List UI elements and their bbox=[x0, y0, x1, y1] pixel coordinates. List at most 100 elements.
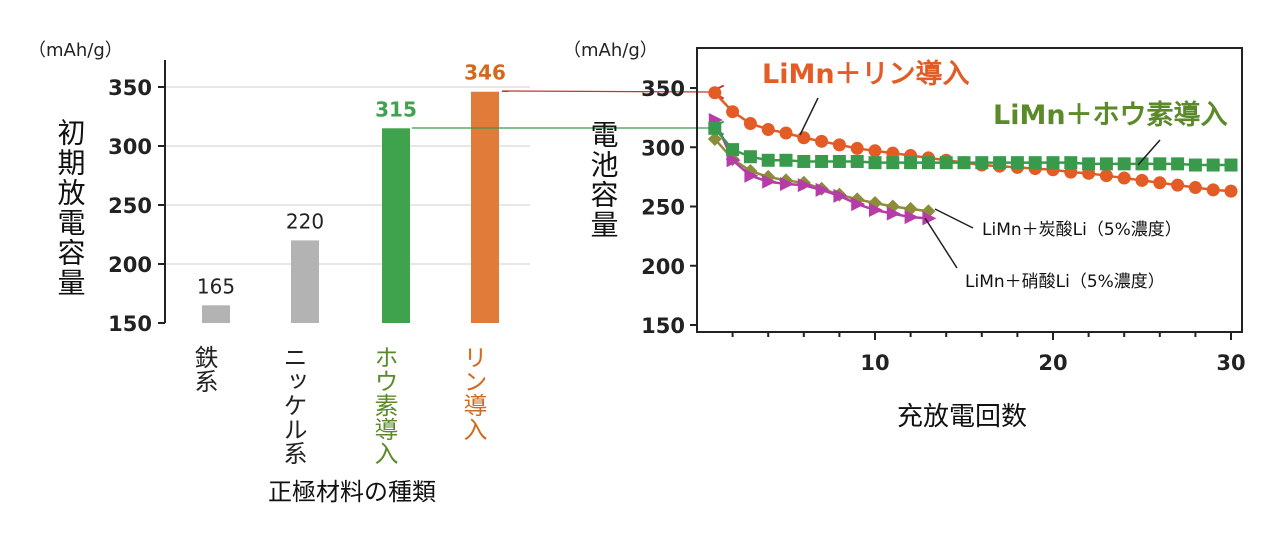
bar-value-label: 315 bbox=[375, 97, 417, 121]
data-point bbox=[922, 211, 937, 226]
data-point bbox=[707, 131, 722, 146]
data-point bbox=[797, 154, 811, 168]
legend-label-carbonate: LiMn＋炭酸Li（5%濃度） bbox=[982, 220, 1182, 240]
data-point bbox=[939, 156, 953, 170]
data-point bbox=[1188, 181, 1202, 195]
bar-y-tick-label: 350 bbox=[108, 76, 152, 100]
data-point bbox=[1153, 157, 1167, 171]
data-point bbox=[1153, 176, 1167, 190]
arrow-phosphorus bbox=[501, 91, 712, 92]
data-point bbox=[815, 182, 830, 197]
line-y-tick-label: 300 bbox=[641, 136, 685, 160]
data-point bbox=[904, 210, 919, 225]
data-point bbox=[1099, 157, 1113, 171]
data-point bbox=[833, 188, 848, 203]
data-point bbox=[1224, 158, 1238, 172]
data-point bbox=[1135, 157, 1149, 171]
bar-chart-xlabel: 正極材料の種類 bbox=[268, 478, 436, 506]
line-y-ticks: 150 200 250 300 350 bbox=[641, 77, 697, 338]
bar-chart-ylabel: 初期放電容量 bbox=[54, 118, 87, 298]
bar-value-label: 165 bbox=[197, 274, 235, 298]
line-x-tick-label: 30 bbox=[1216, 351, 1245, 375]
bar bbox=[471, 91, 499, 323]
legend-label-phosphorus: LiMn＋リン導入 bbox=[762, 58, 970, 90]
data-point bbox=[851, 197, 866, 212]
data-point bbox=[1082, 157, 1096, 171]
data-point bbox=[726, 153, 741, 168]
data-point bbox=[1171, 157, 1185, 171]
line-x-ticks: 10 20 30 bbox=[731, 332, 1246, 375]
data-point bbox=[993, 156, 1007, 170]
bar-gridlines bbox=[165, 86, 530, 265]
data-point bbox=[1064, 156, 1078, 170]
line-y-tick-label: 200 bbox=[641, 255, 685, 279]
series-square bbox=[708, 121, 1238, 172]
data-point bbox=[744, 168, 759, 183]
data-point bbox=[779, 153, 793, 167]
data-point bbox=[762, 174, 777, 189]
data-point bbox=[1028, 156, 1042, 170]
bar-value-label: 346 bbox=[464, 61, 506, 85]
bar-category-labels: 鉄系 ニッケル系 ホウ素導入 リン導入 bbox=[190, 345, 487, 465]
data-point bbox=[708, 121, 722, 135]
data-point bbox=[868, 144, 882, 158]
line-y-tick-label: 150 bbox=[641, 314, 685, 338]
bar-chart-unit: （mAh/g） bbox=[28, 40, 123, 61]
data-point bbox=[780, 176, 794, 191]
data-point bbox=[886, 206, 901, 221]
bar-y-tick-label: 200 bbox=[108, 253, 152, 277]
data-point bbox=[921, 156, 935, 170]
series-triangle-right bbox=[708, 112, 937, 226]
data-point bbox=[1206, 183, 1220, 197]
bar-y-tick-label: 250 bbox=[108, 194, 152, 218]
data-point bbox=[726, 105, 740, 119]
data-point bbox=[708, 86, 722, 100]
data-point bbox=[815, 154, 829, 168]
bar-y-ticks: 150 200 250 300 350 bbox=[108, 76, 165, 336]
data-point bbox=[1135, 173, 1149, 187]
line-x-tick-label: 10 bbox=[860, 351, 889, 375]
line-chart: （mAh/g） 電池容量 150 200 250 300 350 10 20 30 LiMn… bbox=[563, 40, 1246, 432]
legend-label-boron: LiMn＋ホウ素導入 bbox=[993, 99, 1228, 131]
data-point bbox=[850, 141, 864, 155]
line-chart-ylabel: 電池容量 bbox=[587, 120, 620, 240]
data-point bbox=[743, 117, 757, 131]
data-point bbox=[850, 154, 864, 168]
bar-value-label: 220 bbox=[286, 209, 324, 233]
data-point bbox=[1188, 158, 1202, 172]
bar-category-label: 鉄系 bbox=[190, 345, 218, 393]
leader-phosphorus bbox=[799, 97, 819, 136]
leader-boron bbox=[1137, 139, 1161, 166]
data-point bbox=[1224, 184, 1238, 198]
line-series bbox=[707, 86, 1238, 226]
data-point bbox=[726, 143, 740, 157]
data-point bbox=[957, 156, 971, 170]
bars bbox=[202, 91, 499, 323]
data-point bbox=[975, 156, 989, 170]
line-chart-unit: （mAh/g） bbox=[563, 40, 658, 61]
line-y-tick-label: 250 bbox=[641, 196, 685, 220]
data-point bbox=[1099, 169, 1113, 183]
data-point bbox=[1117, 157, 1131, 171]
data-point bbox=[1117, 171, 1131, 185]
bar bbox=[291, 240, 319, 323]
data-point bbox=[904, 156, 918, 170]
line-chart-xlabel: 充放電回数 bbox=[897, 402, 1027, 432]
data-point bbox=[761, 122, 775, 136]
data-point bbox=[1010, 156, 1024, 170]
data-point bbox=[761, 153, 775, 167]
line-y-tick-label: 350 bbox=[641, 77, 685, 101]
data-point bbox=[1046, 156, 1060, 170]
bar bbox=[202, 305, 230, 323]
data-point bbox=[797, 131, 811, 145]
bar bbox=[382, 128, 410, 323]
bar-value-labels: 165 220 315 346 bbox=[197, 61, 506, 299]
data-point bbox=[1171, 178, 1185, 192]
data-point bbox=[815, 134, 829, 148]
bar-chart: （mAh/g） 初期放電容量 150 200 250 300 350 165 220 315… bbox=[28, 40, 530, 506]
line-x-tick-label: 20 bbox=[1038, 351, 1067, 375]
data-point bbox=[832, 154, 846, 168]
data-point bbox=[869, 203, 883, 218]
leader-nitrate bbox=[924, 217, 958, 269]
